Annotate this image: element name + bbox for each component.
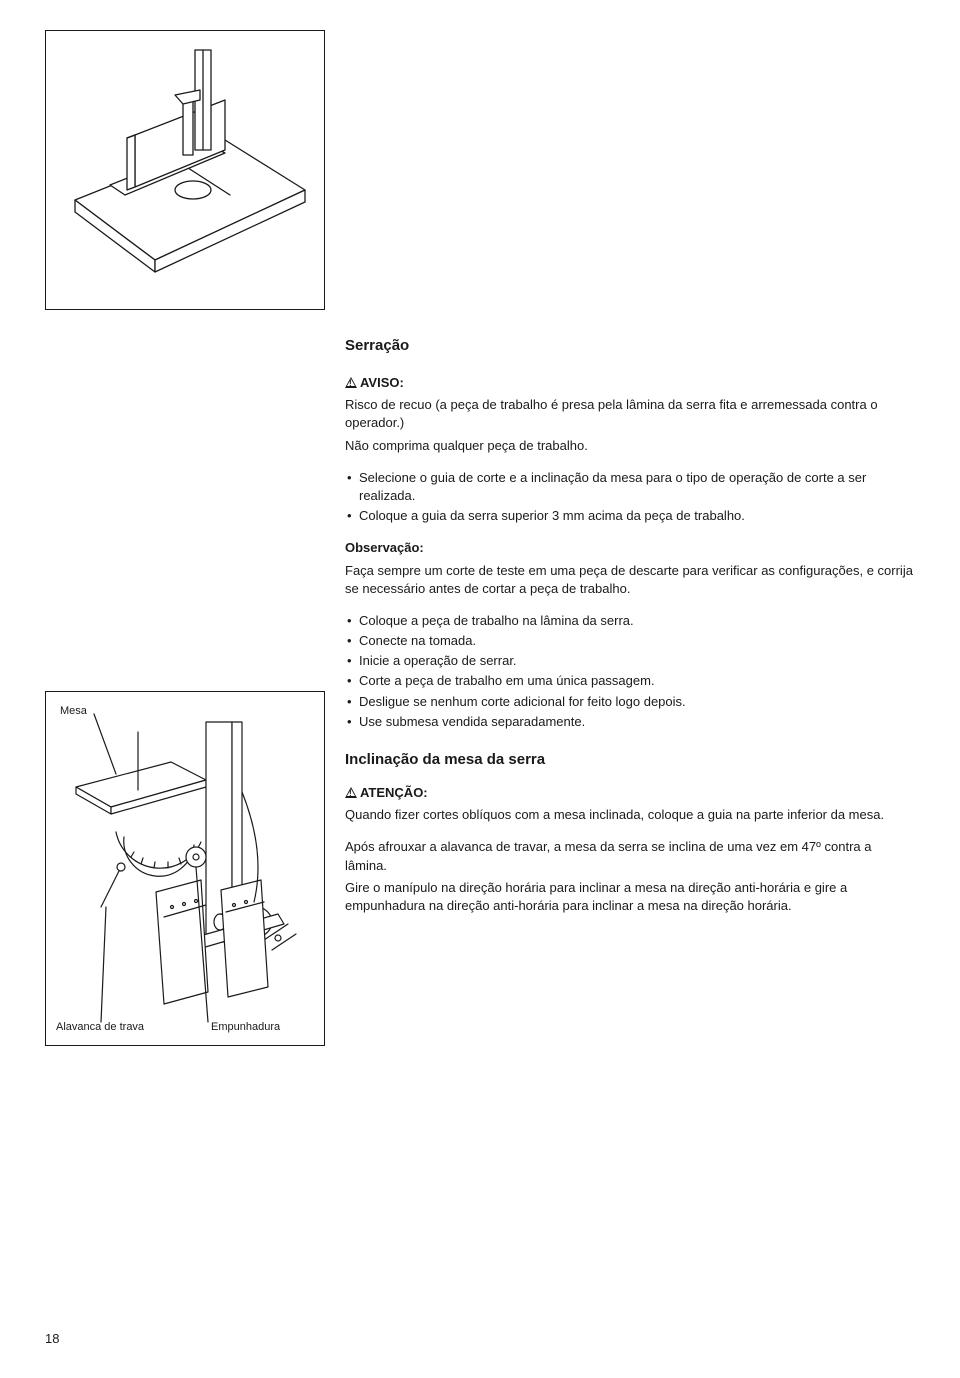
list-item: Coloque a guia da serra superior 3 mm ac… <box>359 507 915 525</box>
observacao-text: Faça sempre um corte de teste em uma peç… <box>345 562 915 598</box>
page-number: 18 <box>45 1330 59 1348</box>
aviso-text-1: Risco de recuo (a peça de trabalho é pre… <box>345 396 915 432</box>
paragraph-after-1: Após afrouxar a alavanca de travar, a me… <box>345 838 915 874</box>
observacao-label: Observação: <box>345 540 424 555</box>
aviso-label: AVISO: <box>360 375 404 390</box>
top-figure-frame <box>45 30 325 310</box>
list-item: Conecte na tomada. <box>359 632 915 650</box>
list-item: Selecione o guia de corte e a inclinação… <box>359 469 915 505</box>
bandsaw-tilt-illustration <box>46 692 324 1045</box>
aviso-line: AVISO: <box>345 374 915 392</box>
bullet-list-2: Coloque a peça de trabalho na lâmina da … <box>345 612 915 731</box>
bullet-list-1: Selecione o guia de corte e a inclinação… <box>345 469 915 526</box>
warning-triangle-icon <box>345 377 357 388</box>
list-item: Use submesa vendida separadamente. <box>359 713 915 731</box>
paragraph-after-2: Gire o manípulo na direção horária para … <box>345 879 915 915</box>
lower-figure-frame: Mesa <box>45 691 325 1046</box>
atencao-label: ATENÇÃO: <box>360 785 428 800</box>
figure-label-empunhadura: Empunhadura <box>211 1020 280 1035</box>
subsection-title: Inclinação da mesa da serra <box>345 749 915 770</box>
atencao-line: ATENÇÃO: <box>345 784 915 802</box>
aviso-text-2: Não comprima qualquer peça de trabalho. <box>345 437 915 455</box>
section-title: Serração <box>345 335 915 356</box>
list-item: Inicie a operação de serrar. <box>359 652 915 670</box>
list-item: Desligue se nenhum corte adicional for f… <box>359 693 915 711</box>
warning-triangle-icon <box>345 787 357 798</box>
figure-label-alavanca: Alavanca de trava <box>56 1020 144 1035</box>
list-item: Coloque a peça de trabalho na lâmina da … <box>359 612 915 630</box>
list-item: Corte a peça de trabalho em uma única pa… <box>359 672 915 690</box>
atencao-text: Quando fizer cortes oblíquos com a mesa … <box>345 806 915 824</box>
bandsaw-table-illustration <box>55 40 315 300</box>
